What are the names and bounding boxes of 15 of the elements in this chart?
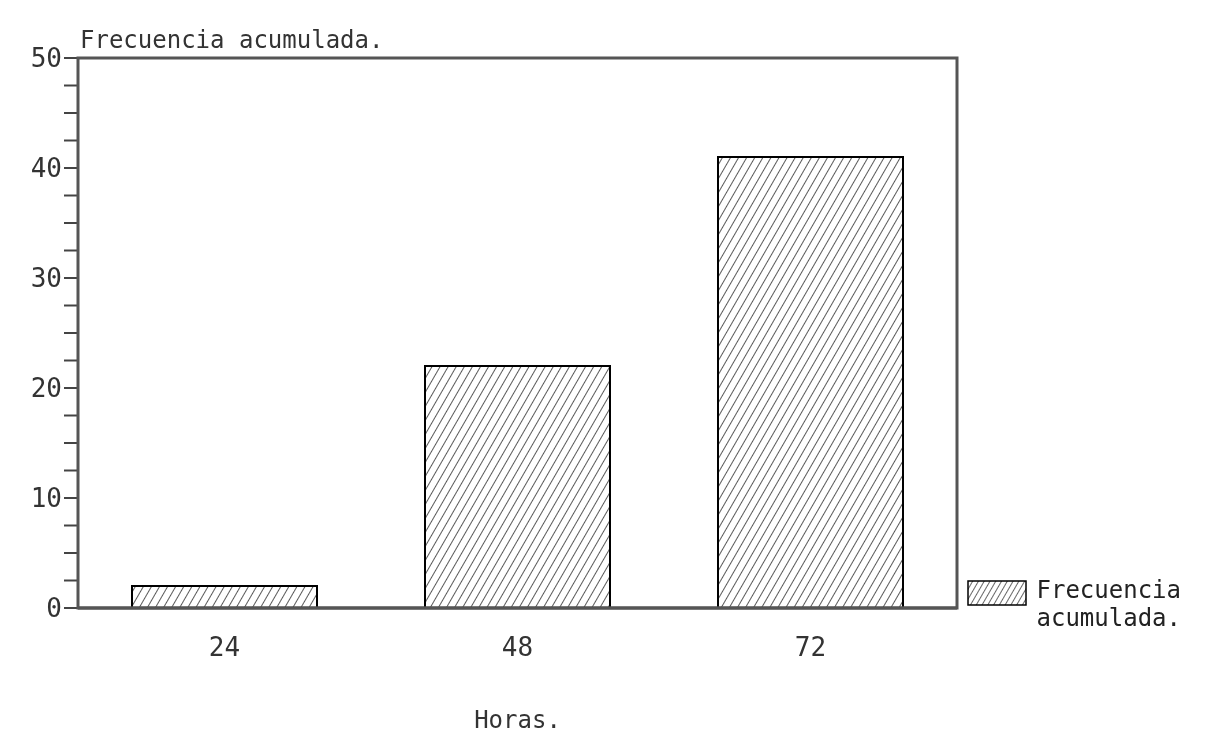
text: Frecuencia acumulada.: [1035, 576, 1181, 632]
bar: [424, 365, 611, 608]
y-tick-label: 30: [30, 263, 62, 294]
y-tick-label: 10: [30, 483, 62, 514]
x-tick-label: 72: [794, 632, 827, 663]
bar: [131, 585, 318, 608]
y-tick-label: 50: [30, 43, 62, 74]
y-tick-label: 20: [30, 373, 62, 404]
y-tick-label: 40: [30, 153, 62, 184]
x-tick-label: 48: [501, 632, 534, 663]
y-axis-title: Frecuencia acumulada.: [80, 26, 384, 54]
x-axis-title: Horas.: [474, 706, 561, 734]
bar: [717, 156, 904, 608]
x-tick-label: 24: [208, 632, 241, 663]
y-tick-label: 0: [46, 593, 62, 624]
